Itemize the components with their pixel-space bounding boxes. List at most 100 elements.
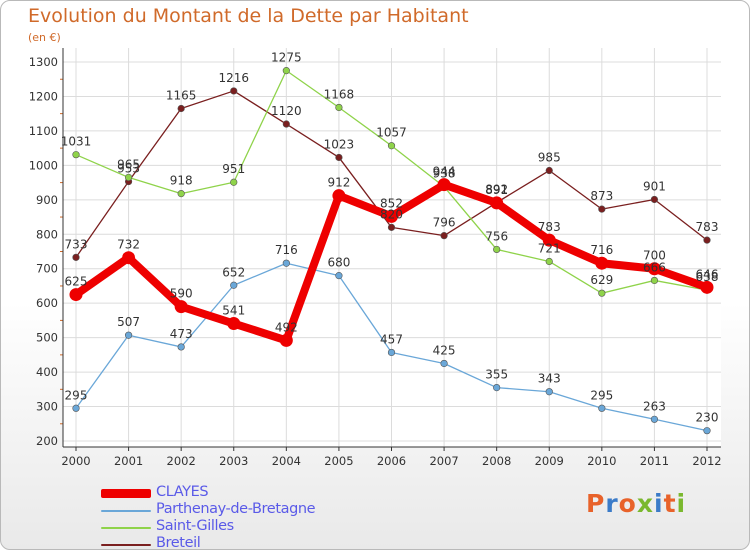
data-point-clayes (490, 196, 504, 210)
logo-letter: o (618, 489, 637, 518)
data-label-parthenay-de-bretagne: 295 (590, 388, 613, 402)
data-point-breteil (598, 205, 606, 213)
data-point-parthenay-de-bretagne (124, 331, 133, 339)
data-label-clayes: 541 (222, 304, 245, 318)
legend-swatch-saint-gilles (101, 527, 151, 529)
data-label-clayes: 625 (65, 275, 88, 289)
data-label-clayes: 732 (117, 238, 140, 252)
data-label-parthenay-de-bretagne: 457 (380, 332, 403, 346)
data-label-clayes: 716 (590, 243, 613, 257)
data-label-clayes: 912 (327, 176, 350, 190)
legend-label-parthenay: Parthenay-de-Bretagne (156, 501, 316, 517)
legend-swatch-parthenay (101, 510, 151, 512)
data-point-breteil (177, 104, 185, 113)
data-label-breteil: 796 (433, 216, 456, 230)
y-tick-label: 400 (36, 365, 58, 379)
data-label-breteil: 873 (590, 189, 613, 203)
data-point-clayes (227, 317, 241, 331)
legend-swatch-breteil (101, 544, 151, 546)
x-tick-label: 2000 (61, 454, 90, 468)
x-tick-label: 2007 (429, 454, 458, 468)
data-label-breteil: 820 (380, 207, 403, 221)
y-tick-label: 1200 (29, 89, 58, 103)
proxiti-logo: Proxiti (586, 489, 686, 518)
data-label-saint-gilles: 756 (485, 229, 508, 243)
data-label-saint-gilles: 666 (643, 260, 666, 274)
x-tick-label: 2012 (692, 454, 721, 468)
data-label-parthenay-de-bretagne: 230 (696, 411, 719, 425)
logo-letter: i (654, 489, 664, 518)
data-point-saint-gilles (387, 142, 396, 150)
chart-title: Evolution du Montant de la Dette par Hab… (28, 5, 469, 27)
data-point-saint-gilles (124, 173, 133, 182)
data-point-parthenay-de-bretagne (545, 388, 553, 396)
data-point-parthenay-de-bretagne (282, 259, 290, 267)
x-tick-label: 2004 (272, 454, 301, 468)
data-label-breteil: 1023 (324, 137, 355, 151)
data-label-parthenay-de-bretagne: 716 (275, 243, 298, 257)
logo-letter: t (663, 489, 677, 518)
data-label-saint-gilles: 951 (222, 162, 245, 176)
data-point-breteil (230, 87, 238, 95)
data-label-clayes: 852 (380, 196, 403, 210)
data-label-breteil: 892 (485, 183, 508, 197)
data-label-clayes: 492 (275, 320, 298, 334)
data-point-parthenay-de-bretagne (177, 343, 185, 351)
data-point-breteil (335, 153, 343, 162)
data-point-saint-gilles (598, 289, 606, 297)
data-point-parthenay-de-bretagne (72, 404, 80, 412)
data-label-parthenay-de-bretagne: 343 (538, 372, 561, 386)
data-point-parthenay-de-bretagne (440, 359, 448, 368)
y-tick-label: 500 (36, 331, 58, 345)
data-point-breteil (282, 120, 290, 128)
data-label-saint-gilles: 1275 (271, 51, 302, 65)
data-point-breteil (387, 223, 396, 231)
data-label-breteil: 1165 (166, 89, 197, 103)
data-point-clayes (122, 251, 136, 265)
line-chart: 200 300 400 500 600 700 800 900 1000 1100 1200 1300… (29, 48, 722, 468)
data-label-saint-gilles: 918 (170, 174, 193, 188)
data-point-saint-gilles (177, 190, 185, 198)
x-tick-label: 2011 (640, 454, 669, 468)
x-tick-label: 2006 (377, 454, 406, 468)
data-point-breteil (440, 232, 448, 240)
y-tick-label: 300 (36, 400, 58, 414)
data-label-parthenay-de-bretagne: 507 (117, 315, 140, 329)
data-point-breteil (650, 195, 659, 204)
x-tick-label: 2005 (324, 454, 353, 468)
y-tick-label: 1100 (29, 124, 58, 138)
logo-letter: r (605, 489, 619, 518)
x-tick-label: 2008 (482, 454, 511, 468)
logo-letter: x (636, 489, 654, 518)
data-label-parthenay-de-bretagne: 263 (643, 399, 666, 413)
y-tick-label: 1000 (29, 158, 58, 172)
data-point-clayes (647, 262, 661, 276)
data-point-clayes (700, 280, 714, 294)
data-point-clayes (595, 256, 609, 270)
data-point-breteil (703, 236, 711, 244)
data-label-saint-gilles: 965 (117, 157, 140, 171)
data-label-saint-gilles: 629 (590, 273, 613, 287)
data-label-saint-gilles: 1057 (376, 126, 407, 140)
y-tick-label: 200 (36, 434, 58, 448)
data-label-clayes: 590 (170, 287, 193, 301)
data-label-parthenay-de-bretagne: 425 (433, 343, 456, 357)
data-point-clayes (385, 209, 398, 223)
data-label-saint-gilles: 938 (433, 167, 456, 181)
data-label-breteil: 1216 (218, 71, 249, 85)
data-point-parthenay-de-bretagne (703, 427, 711, 435)
data-label-saint-gilles: 1168 (324, 87, 355, 101)
data-point-saint-gilles (335, 103, 343, 112)
data-point-saint-gilles (230, 178, 238, 186)
data-point-clayes (69, 288, 83, 302)
legend-label-breteil: Breteil (156, 535, 201, 550)
legend-label-saint-gilles: Saint-Gilles (156, 518, 234, 534)
data-point-breteil (72, 253, 80, 261)
unit-label: (en €) (28, 31, 61, 44)
logo-letter: P (586, 489, 606, 518)
data-point-parthenay-de-bretagne (598, 404, 606, 412)
data-point-parthenay-de-bretagne (230, 281, 238, 289)
data-label-clayes: 891 (485, 183, 508, 197)
data-point-clayes (437, 178, 451, 192)
